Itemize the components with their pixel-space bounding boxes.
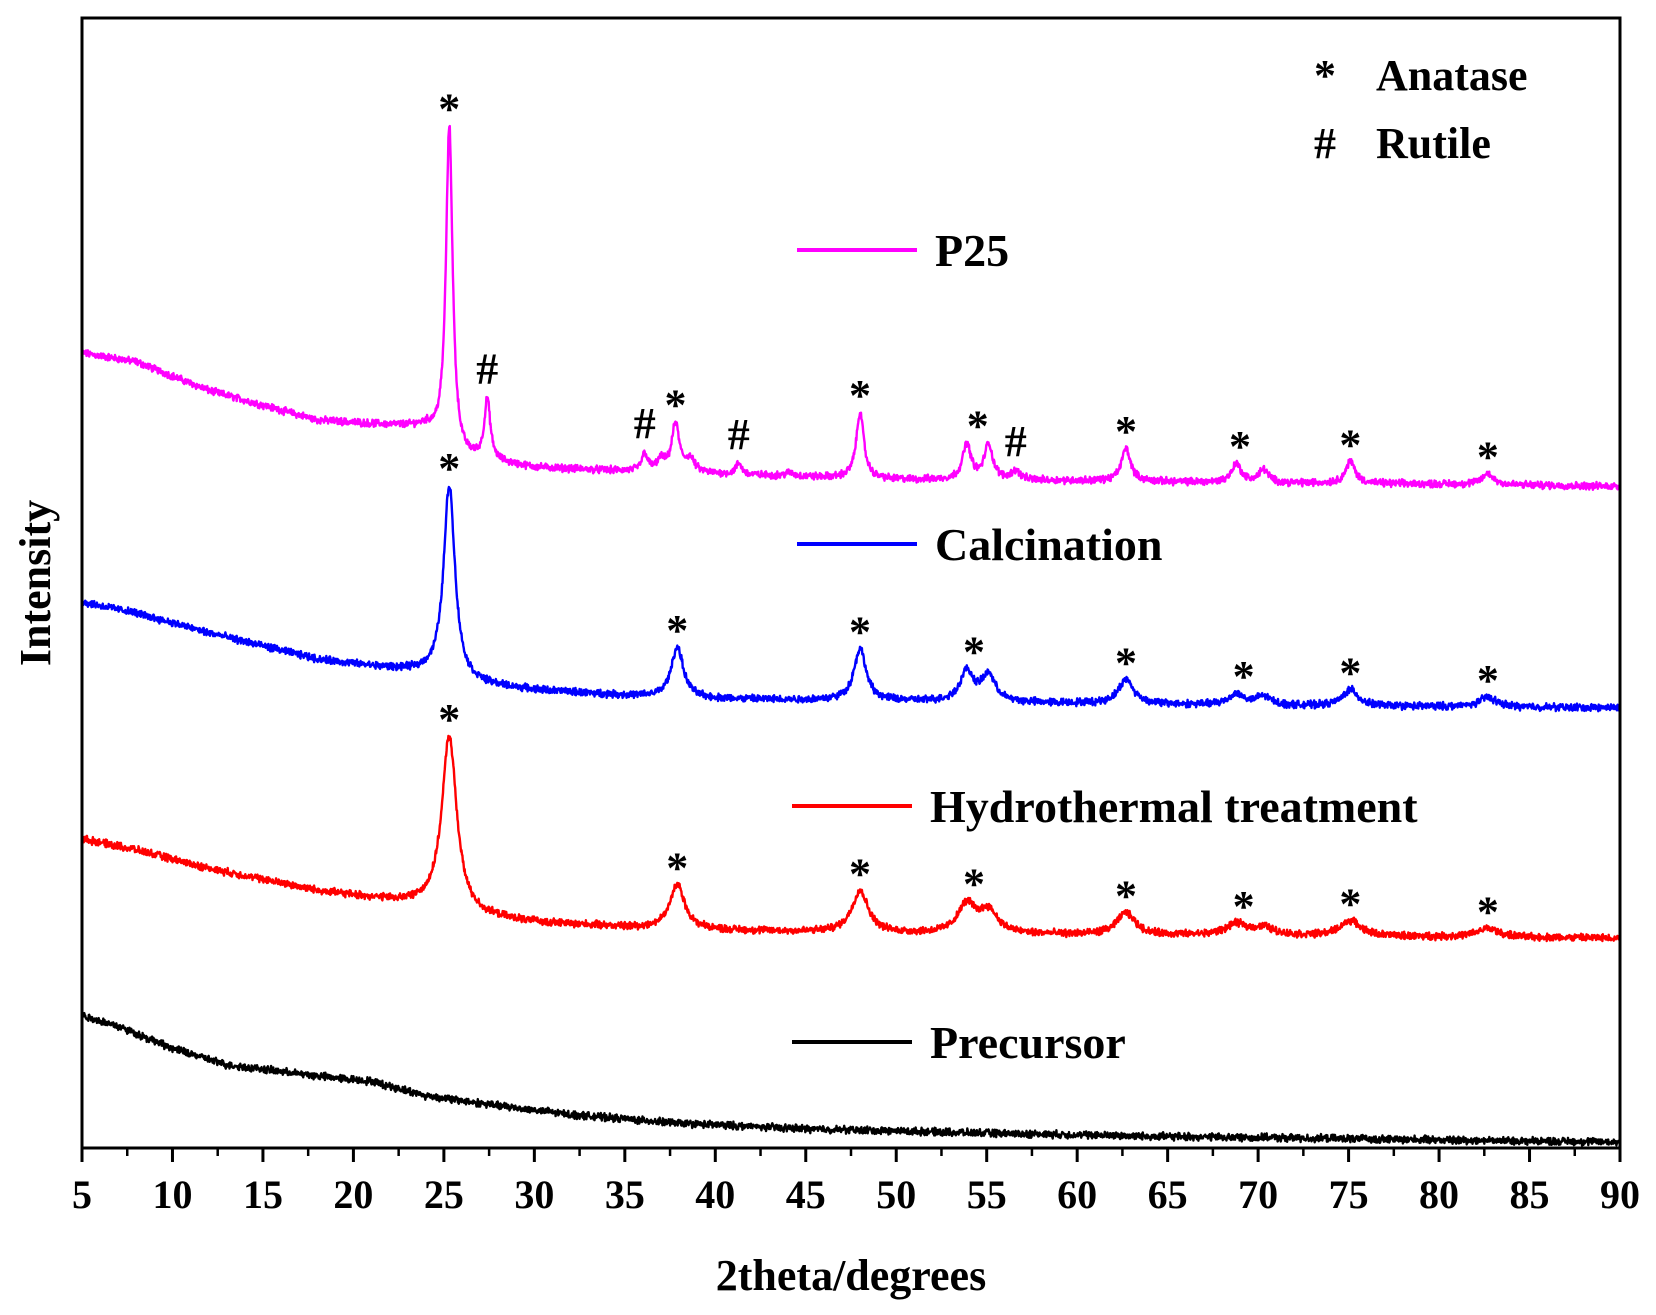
x-axis-title: 2theta/degrees	[716, 1251, 986, 1300]
anatase-marker-calcination-4: *	[1115, 638, 1137, 687]
anatase-marker-hydrothermal-treatment-5: *	[1233, 882, 1255, 931]
phase-key-label-anatase: Anatase	[1376, 51, 1528, 100]
rutile-marker-p25-1: #	[476, 345, 498, 394]
rutile-marker-p25-2: #	[634, 399, 656, 448]
anatase-marker-p25-3: *	[665, 380, 687, 429]
y-axis-title: Intensity	[11, 500, 60, 666]
anatase-marker-p25-0: *	[438, 85, 460, 134]
marker-layer: *## *#** # * * * *** * * * * * *** * * * * * *	[438, 85, 1499, 937]
anatase-marker-calcination-3: *	[963, 628, 985, 677]
anatase-marker-hydrothermal-treatment-2: *	[849, 850, 871, 899]
anatase-marker-p25-8: *	[1115, 407, 1137, 456]
anatase-marker-hydrothermal-treatment-1: *	[666, 844, 688, 893]
anatase-marker-calcination-2: *	[849, 608, 871, 657]
legend-label-precursor: Precursor	[930, 1017, 1126, 1068]
x-tick-label-25: 25	[424, 1172, 464, 1217]
x-tick-label-15: 15	[243, 1172, 283, 1217]
anatase-marker-p25-5: *	[849, 371, 871, 420]
rutile-marker-p25-4: #	[728, 410, 750, 459]
anatase-marker-hydrothermal-treatment-3: *	[963, 859, 985, 908]
legend: P25 Calcination Hydrothermal treatment Prec…	[792, 225, 1418, 1068]
anatase-marker-p25-6: *	[967, 402, 989, 451]
x-tick-label-60: 60	[1057, 1172, 1097, 1217]
phase-key-symbol-rutile: #	[1314, 119, 1336, 168]
legend-label-calcination: Calcination	[935, 519, 1162, 570]
x-tick-label-40: 40	[695, 1172, 735, 1217]
series-layer	[80, 124, 1622, 1147]
legend-label-p25: P25	[935, 225, 1009, 276]
x-tick-label-30: 30	[514, 1172, 554, 1217]
x-tick-label-70: 70	[1238, 1172, 1278, 1217]
anatase-marker-calcination-7: *	[1477, 656, 1499, 705]
series-line-calcination	[80, 485, 1622, 713]
series-line-p25	[80, 124, 1622, 491]
anatase-marker-hydrothermal-treatment-6: *	[1339, 880, 1361, 929]
anatase-marker-p25-11: *	[1477, 433, 1499, 482]
x-tick-label-20: 20	[333, 1172, 373, 1217]
anatase-marker-calcination-5: *	[1233, 652, 1255, 701]
x-tick-label-75: 75	[1329, 1172, 1369, 1217]
x-tick-label-45: 45	[786, 1172, 826, 1217]
x-tick-label-90: 90	[1600, 1172, 1640, 1217]
legend-label-hydrothermal-treatment: Hydrothermal treatment	[930, 781, 1418, 832]
anatase-marker-p25-9: *	[1229, 422, 1251, 471]
x-tick-label-85: 85	[1510, 1172, 1550, 1217]
anatase-marker-p25-10: *	[1339, 420, 1361, 469]
series-line-precursor	[80, 1011, 1622, 1147]
plot-frame	[80, 16, 1622, 1150]
x-tick-label-5: 5	[72, 1172, 92, 1217]
x-tick-label-10: 10	[152, 1172, 192, 1217]
rutile-marker-p25-7: #	[1005, 417, 1027, 466]
x-tick-label-55: 55	[967, 1172, 1007, 1217]
anatase-marker-calcination-6: *	[1339, 648, 1361, 697]
anatase-marker-hydrothermal-treatment-7: *	[1477, 887, 1499, 936]
x-tick-label-35: 35	[605, 1172, 645, 1217]
phase-key-label-rutile: Rutile	[1376, 119, 1491, 168]
phase-key: * Anatase # Rutile	[1314, 51, 1528, 168]
anatase-marker-calcination-1: *	[666, 606, 688, 655]
anatase-marker-calcination-0: *	[438, 444, 460, 493]
series-line-hydrothermal-treatment	[80, 734, 1622, 943]
anatase-marker-hydrothermal-treatment-0: *	[438, 695, 460, 744]
x-tick-label-80: 80	[1419, 1172, 1459, 1217]
x-tick-label-65: 65	[1148, 1172, 1188, 1217]
anatase-marker-hydrothermal-treatment-4: *	[1115, 871, 1137, 920]
x-axis-ticks: 5 10 15 20 25 30 35 40 45 50 55 60 65 70 75 80 85 90	[72, 1148, 1640, 1217]
x-tick-label-50: 50	[876, 1172, 916, 1217]
phase-key-symbol-anatase: *	[1314, 51, 1336, 100]
